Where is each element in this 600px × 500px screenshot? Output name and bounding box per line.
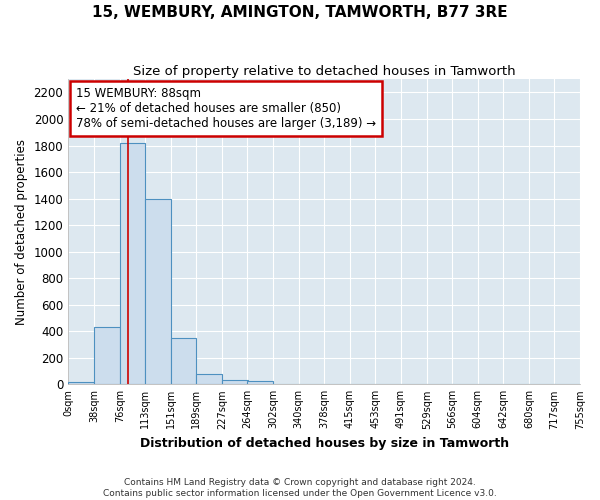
Title: Size of property relative to detached houses in Tamworth: Size of property relative to detached ho… xyxy=(133,65,515,78)
Bar xyxy=(68,382,94,384)
Text: 15, WEMBURY, AMINGTON, TAMWORTH, B77 3RE: 15, WEMBURY, AMINGTON, TAMWORTH, B77 3RE xyxy=(92,5,508,20)
Bar xyxy=(247,381,273,384)
Text: 15 WEMBURY: 88sqm
← 21% of detached houses are smaller (850)
78% of semi-detache: 15 WEMBURY: 88sqm ← 21% of detached hous… xyxy=(76,87,376,130)
Bar xyxy=(119,143,145,384)
Bar xyxy=(170,338,196,384)
Bar xyxy=(222,380,248,384)
Bar xyxy=(196,374,222,384)
Bar xyxy=(94,328,119,384)
X-axis label: Distribution of detached houses by size in Tamworth: Distribution of detached houses by size … xyxy=(140,437,509,450)
Bar xyxy=(145,198,170,384)
Y-axis label: Number of detached properties: Number of detached properties xyxy=(15,138,28,324)
Text: Contains HM Land Registry data © Crown copyright and database right 2024.
Contai: Contains HM Land Registry data © Crown c… xyxy=(103,478,497,498)
